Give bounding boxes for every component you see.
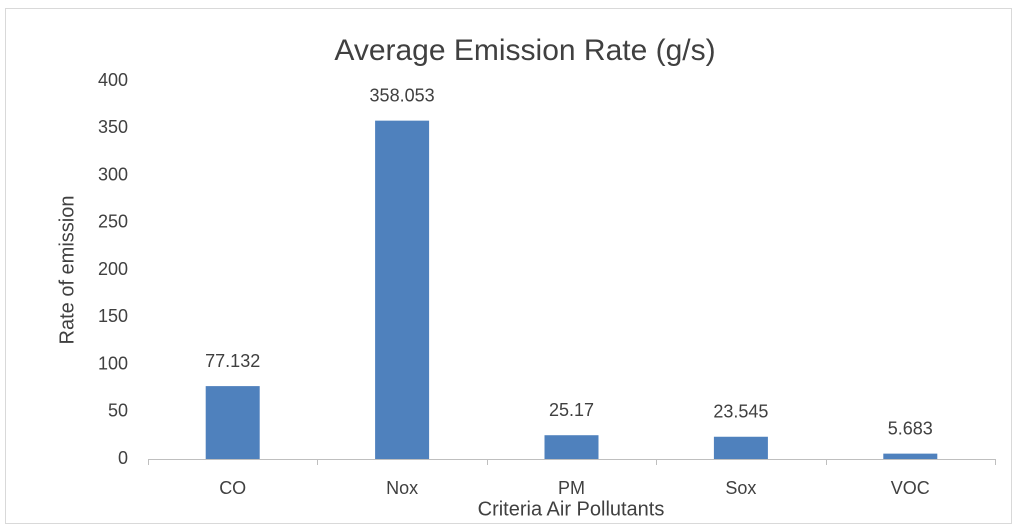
y-tick-label: 100 [98,353,128,373]
bar [544,435,599,459]
data-label: 23.545 [713,401,768,421]
data-label: 5.683 [888,418,933,438]
bar [883,453,938,459]
y-tick-label: 250 [98,212,128,232]
y-tick-label: 150 [98,306,128,326]
bar [375,120,430,459]
bar [205,386,260,459]
x-tick-label: PM [558,478,585,498]
data-label: 25.17 [549,400,594,420]
data-label: 358.053 [370,85,435,105]
y-tick-label: 200 [98,259,128,279]
y-axis-label: Rate of emission [56,196,78,345]
y-tick-label: 350 [98,117,128,137]
x-tick-label: Sox [725,478,756,498]
data-label: 77.132 [205,351,260,371]
x-tick-label: VOC [891,478,930,498]
bar [713,436,768,459]
x-axis-label: Criteria Air Pollutants [478,498,665,520]
x-tick-label: CO [219,478,246,498]
y-tick-label: 400 [98,70,128,90]
x-tick-label: Nox [386,478,418,498]
y-tick-label: 300 [98,164,128,184]
chart-border [5,8,1012,524]
y-tick-label: 50 [108,401,128,421]
y-tick-label: 0 [118,448,128,468]
chart-title: Average Emission Rate (g/s) [334,34,715,67]
